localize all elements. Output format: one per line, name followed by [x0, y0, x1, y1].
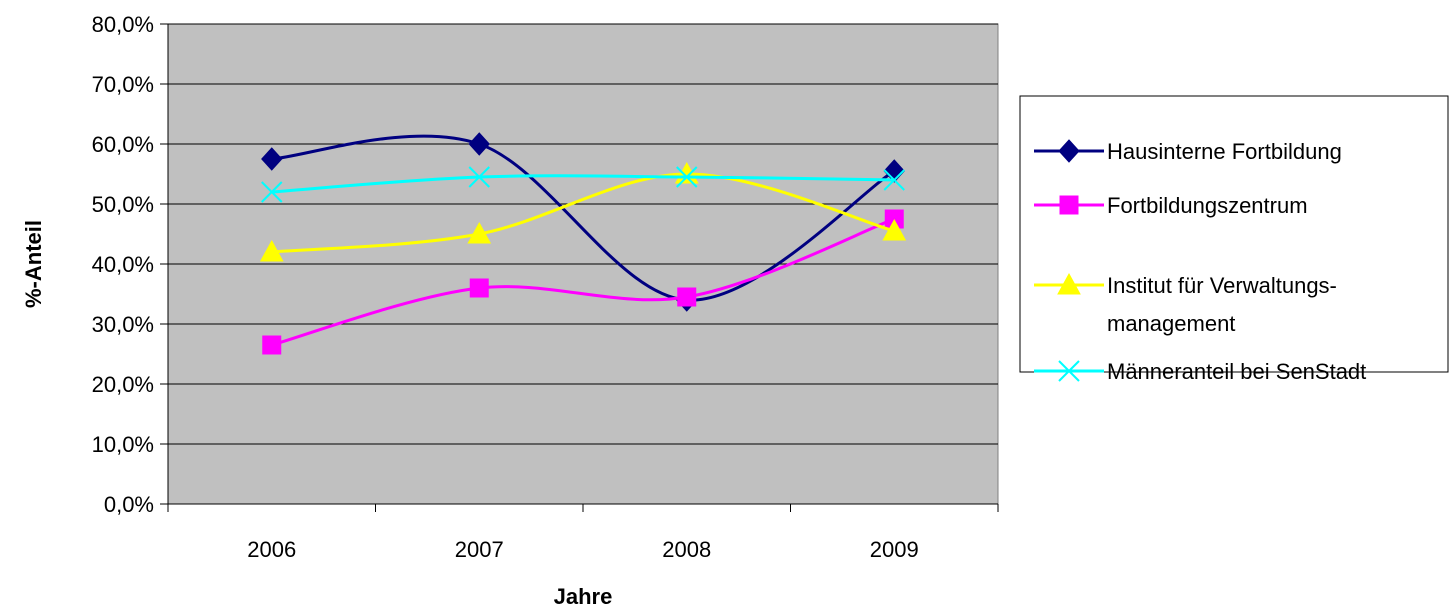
y-axis-title: %-Anteil — [21, 220, 46, 308]
legend-label-4: Männeranteil bei SenStadt — [1107, 359, 1366, 384]
series-line-1 — [271, 134, 896, 302]
data-point-series-2 — [469, 278, 489, 298]
legend-box — [1019, 95, 1449, 373]
marker-stroke — [1058, 360, 1080, 382]
y-tick-label: 60,0% — [92, 132, 154, 157]
series-line-2 — [271, 217, 895, 347]
legend-label-1: Hausinterne Fortbildung — [1107, 139, 1342, 164]
data-point-series-3 — [467, 221, 492, 244]
data-point-series-1 — [468, 132, 490, 156]
x-axis-title: Jahre — [554, 584, 613, 609]
data-point-series-3 — [882, 218, 907, 241]
data-point-series-4 — [468, 166, 490, 188]
y-tick-label: 50,0% — [92, 192, 154, 217]
legend-marker-4 — [1058, 360, 1080, 382]
axes — [160, 23, 999, 512]
legend: Hausinterne Fortbildung Fortbildungszentr… — [1019, 95, 1449, 384]
data-point-series-4 — [261, 181, 283, 203]
x-tick-label: 2007 — [455, 537, 504, 562]
x-tick-label: 2009 — [870, 537, 919, 562]
y-tick-label: 0,0% — [104, 492, 154, 517]
y-tick-label: 70,0% — [92, 72, 154, 97]
marker-stroke — [676, 166, 698, 188]
legend-label-2: Fortbildungszentrum — [1107, 193, 1308, 218]
x-tick-labels: 2006 2007 2008 2009 — [247, 537, 918, 562]
legend-label-3: Institut für Verwaltungs- — [1107, 273, 1337, 298]
x-tick-label: 2008 — [662, 537, 711, 562]
legend-marker-1 — [1058, 139, 1080, 163]
data-point-series-4 — [676, 166, 698, 188]
marker-stroke — [261, 181, 283, 203]
series-line-4 — [271, 174, 895, 194]
data-point-series-2 — [262, 335, 282, 355]
gridlines — [168, 23, 998, 445]
data-point-series-2 — [677, 287, 697, 307]
legend-marker-3 — [1057, 272, 1081, 295]
y-tick-label: 20,0% — [92, 372, 154, 397]
marker-stroke — [883, 169, 905, 191]
legend-label-3: management — [1107, 311, 1235, 336]
series-line-3 — [271, 172, 895, 254]
data-point-series-3 — [259, 239, 284, 262]
y-tick-labels: 0,0% 10,0% 20,0% 30,0% 40,0% 50,0% 60,0% 70,0% 8… — [92, 12, 154, 517]
y-tick-label: 40,0% — [92, 252, 154, 277]
data-point-series-4 — [883, 169, 905, 191]
y-tick-label: 80,0% — [92, 12, 154, 37]
y-tick-label: 30,0% — [92, 312, 154, 337]
y-tick-label: 10,0% — [92, 432, 154, 457]
data-point-series-1 — [261, 147, 283, 171]
legend-marker-2 — [1059, 195, 1079, 215]
x-tick-label: 2006 — [247, 537, 296, 562]
data-point-series-1 — [883, 159, 905, 183]
marker-stroke — [468, 166, 490, 188]
series-group — [259, 132, 907, 355]
